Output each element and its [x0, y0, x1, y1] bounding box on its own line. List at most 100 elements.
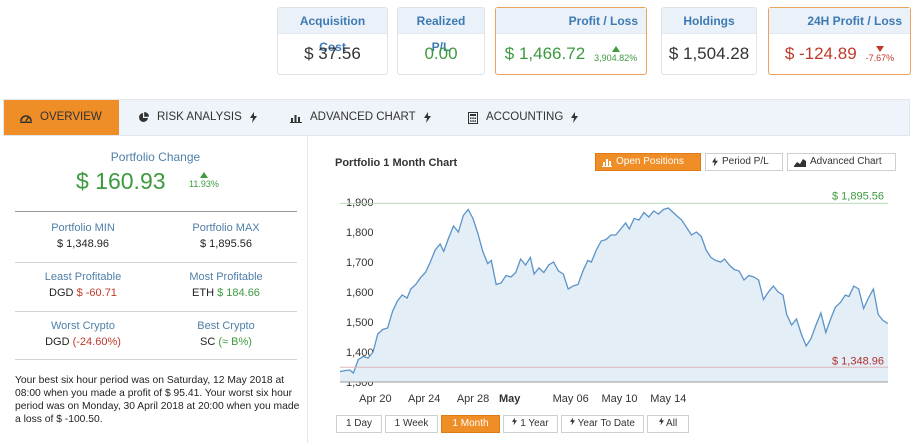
best-crypto-label: Best Crypto	[197, 320, 255, 332]
worst-crypto: Worst Crypto DGD (-24.60%)	[13, 320, 153, 348]
lightning-icon	[571, 112, 579, 123]
period-pl-label: Period P/L	[722, 156, 769, 167]
profit-loss-value: $ 1,466.72	[504, 44, 586, 63]
least-profitable-value: $ -60.71	[76, 287, 117, 299]
least-profitable: Least Profitable DGD $ -60.71	[13, 271, 153, 299]
chart-title: Portfolio 1 Month Chart	[335, 157, 458, 169]
open-positions-label: Open Positions	[616, 156, 684, 167]
y-tick-label: 1,800	[346, 227, 374, 239]
least-profitable-row: DGD $ -60.71	[13, 287, 153, 299]
advanced-chart-label: Advanced Chart	[810, 156, 882, 167]
tab-risk-analysis[interactable]: RISK ANALYSIS	[122, 100, 262, 135]
range-1-week-label: 1 Week	[394, 418, 429, 429]
worst-crypto-row: DGD (-24.60%)	[13, 336, 153, 348]
most-profitable-row: ETH $ 184.66	[156, 287, 296, 299]
x-tick-label: Apr 20	[359, 393, 391, 405]
worst-crypto-coin: DGD	[45, 336, 70, 348]
best-crypto-row: SC (≈ B%)	[156, 336, 296, 348]
profit-24h-card: 24H Profit / Loss $ -124.89 -7.67%	[768, 7, 911, 75]
best-crypto-coin: SC	[200, 336, 216, 348]
y-tick-label: 1,700	[346, 257, 374, 269]
holdings-label: Holdings	[662, 8, 756, 34]
portfolio-summary-panel: Portfolio Change $ 160.93 11.93% Portfol…	[3, 136, 308, 443]
profit-loss-card: Profit / Loss $ 1,466.72 3,904.82%	[495, 7, 647, 75]
range-1-month-button[interactable]: 1 Month	[441, 415, 500, 433]
range-all-label: All	[666, 418, 678, 429]
lightning-icon	[658, 417, 664, 426]
least-profitable-label: Least Profitable	[44, 271, 122, 283]
series-line	[339, 207, 889, 375]
bar-chart-icon	[602, 158, 612, 167]
portfolio-max-value: $ 1,895.56	[200, 238, 252, 250]
range-1-day-label: 1 Day	[345, 418, 373, 429]
tab-advanced-chart[interactable]: ADVANCED CHART	[274, 100, 434, 135]
x-tick-label: Apr 24	[408, 393, 440, 405]
advanced-chart-button[interactable]: Advanced Chart	[787, 153, 896, 171]
realized-pl-label: Realized P/L	[398, 8, 484, 54]
worst-crypto-label: Worst Crypto	[51, 320, 115, 332]
arrow-up-icon	[199, 172, 208, 178]
divider	[15, 359, 297, 360]
holdings-value: $ 1,504.28	[668, 44, 750, 63]
y-tick-label: 1,600	[346, 287, 374, 299]
arrow-up-icon	[611, 45, 620, 52]
most-profitable: Most Profitable ETH $ 184.66	[156, 271, 296, 299]
x-tick-label: May 06	[553, 393, 589, 405]
profit-24h-value: $ -124.89	[784, 44, 857, 63]
realized-pl-card: Realized P/L 0.00	[397, 7, 485, 75]
max-line-label: $ 1,895.56	[832, 190, 884, 202]
tab-risk-analysis-label: RISK ANALYSIS	[157, 111, 242, 123]
range-ytd-button[interactable]: Year To Date	[561, 415, 644, 433]
lightning-icon	[570, 417, 576, 426]
lightning-icon	[423, 112, 431, 123]
profit-loss-label: Profit / Loss	[496, 8, 646, 34]
profit-24h-pct: -7.67%	[865, 52, 895, 63]
most-profitable-value: $ 184.66	[217, 287, 260, 299]
area-fill	[340, 208, 888, 382]
range-1-month-label: 1 Month	[452, 418, 489, 429]
divider	[15, 311, 297, 312]
portfolio-change-pct: 11.93%	[189, 179, 219, 189]
x-tick-label: Apr 28	[457, 393, 489, 405]
acquisition-cost-label: Acquisition Cost	[278, 8, 387, 54]
range-1-day-button[interactable]: 1 Day	[336, 415, 382, 433]
acquisition-cost-value: $ 37.56	[278, 34, 387, 74]
holdings-card: Holdings $ 1,504.28	[661, 7, 757, 75]
profit-24h-body: $ -124.89 -7.67%	[769, 34, 910, 74]
range-1-year-button[interactable]: 1 Year	[503, 415, 558, 433]
bar-chart-icon	[290, 114, 302, 123]
period-pl-button[interactable]: Period P/L	[705, 153, 783, 171]
area-chart-icon	[794, 158, 806, 167]
period-summary-text: Your best six hour period was on Saturda…	[15, 375, 300, 425]
min-line-label: $ 1,348.96	[832, 355, 884, 367]
realized-pl-value: 0.00	[398, 34, 484, 74]
portfolio-min: Portfolio MIN $ 1,348.96	[13, 222, 153, 250]
portfolio-change-label: Portfolio Change	[110, 150, 201, 164]
tab-bar: OVERVIEW RISK ANALYSIS ADVANCED CHART AC…	[3, 99, 910, 136]
x-tick-label: May	[499, 393, 521, 405]
calculator-icon	[468, 111, 478, 124]
open-positions-button[interactable]: Open Positions	[595, 153, 701, 171]
divider	[15, 262, 297, 263]
range-1-year-label: 1 Year	[520, 418, 549, 429]
tab-overview-label: OVERVIEW	[40, 111, 102, 123]
most-profitable-coin: ETH	[192, 287, 215, 299]
profit-24h-label: 24H Profit / Loss	[769, 8, 910, 34]
portfolio-change-value: $ 160.93	[76, 168, 166, 194]
best-crypto-value: (≈ B%)	[218, 336, 252, 348]
profit-loss-delta: 3,904.82%	[594, 45, 637, 63]
arrow-down-icon	[875, 45, 884, 52]
tab-accounting[interactable]: ACCOUNTING	[452, 100, 592, 135]
lightning-icon	[512, 417, 518, 426]
worst-crypto-value: (-24.60%)	[72, 336, 121, 348]
range-1-week-button[interactable]: 1 Week	[385, 415, 438, 433]
y-tick-label: 1,400	[346, 347, 374, 359]
range-all-button[interactable]: All	[647, 415, 689, 433]
tab-overview[interactable]: OVERVIEW	[4, 100, 119, 135]
y-tick-label: 1,500	[346, 317, 374, 329]
pie-chart-icon	[139, 112, 149, 122]
portfolio-change-delta: 11.93%	[189, 172, 219, 189]
portfolio-max-label: Portfolio MAX	[192, 222, 260, 234]
dashboard-icon	[20, 115, 32, 123]
acquisition-cost-card: Acquisition Cost $ 37.56	[277, 7, 388, 75]
